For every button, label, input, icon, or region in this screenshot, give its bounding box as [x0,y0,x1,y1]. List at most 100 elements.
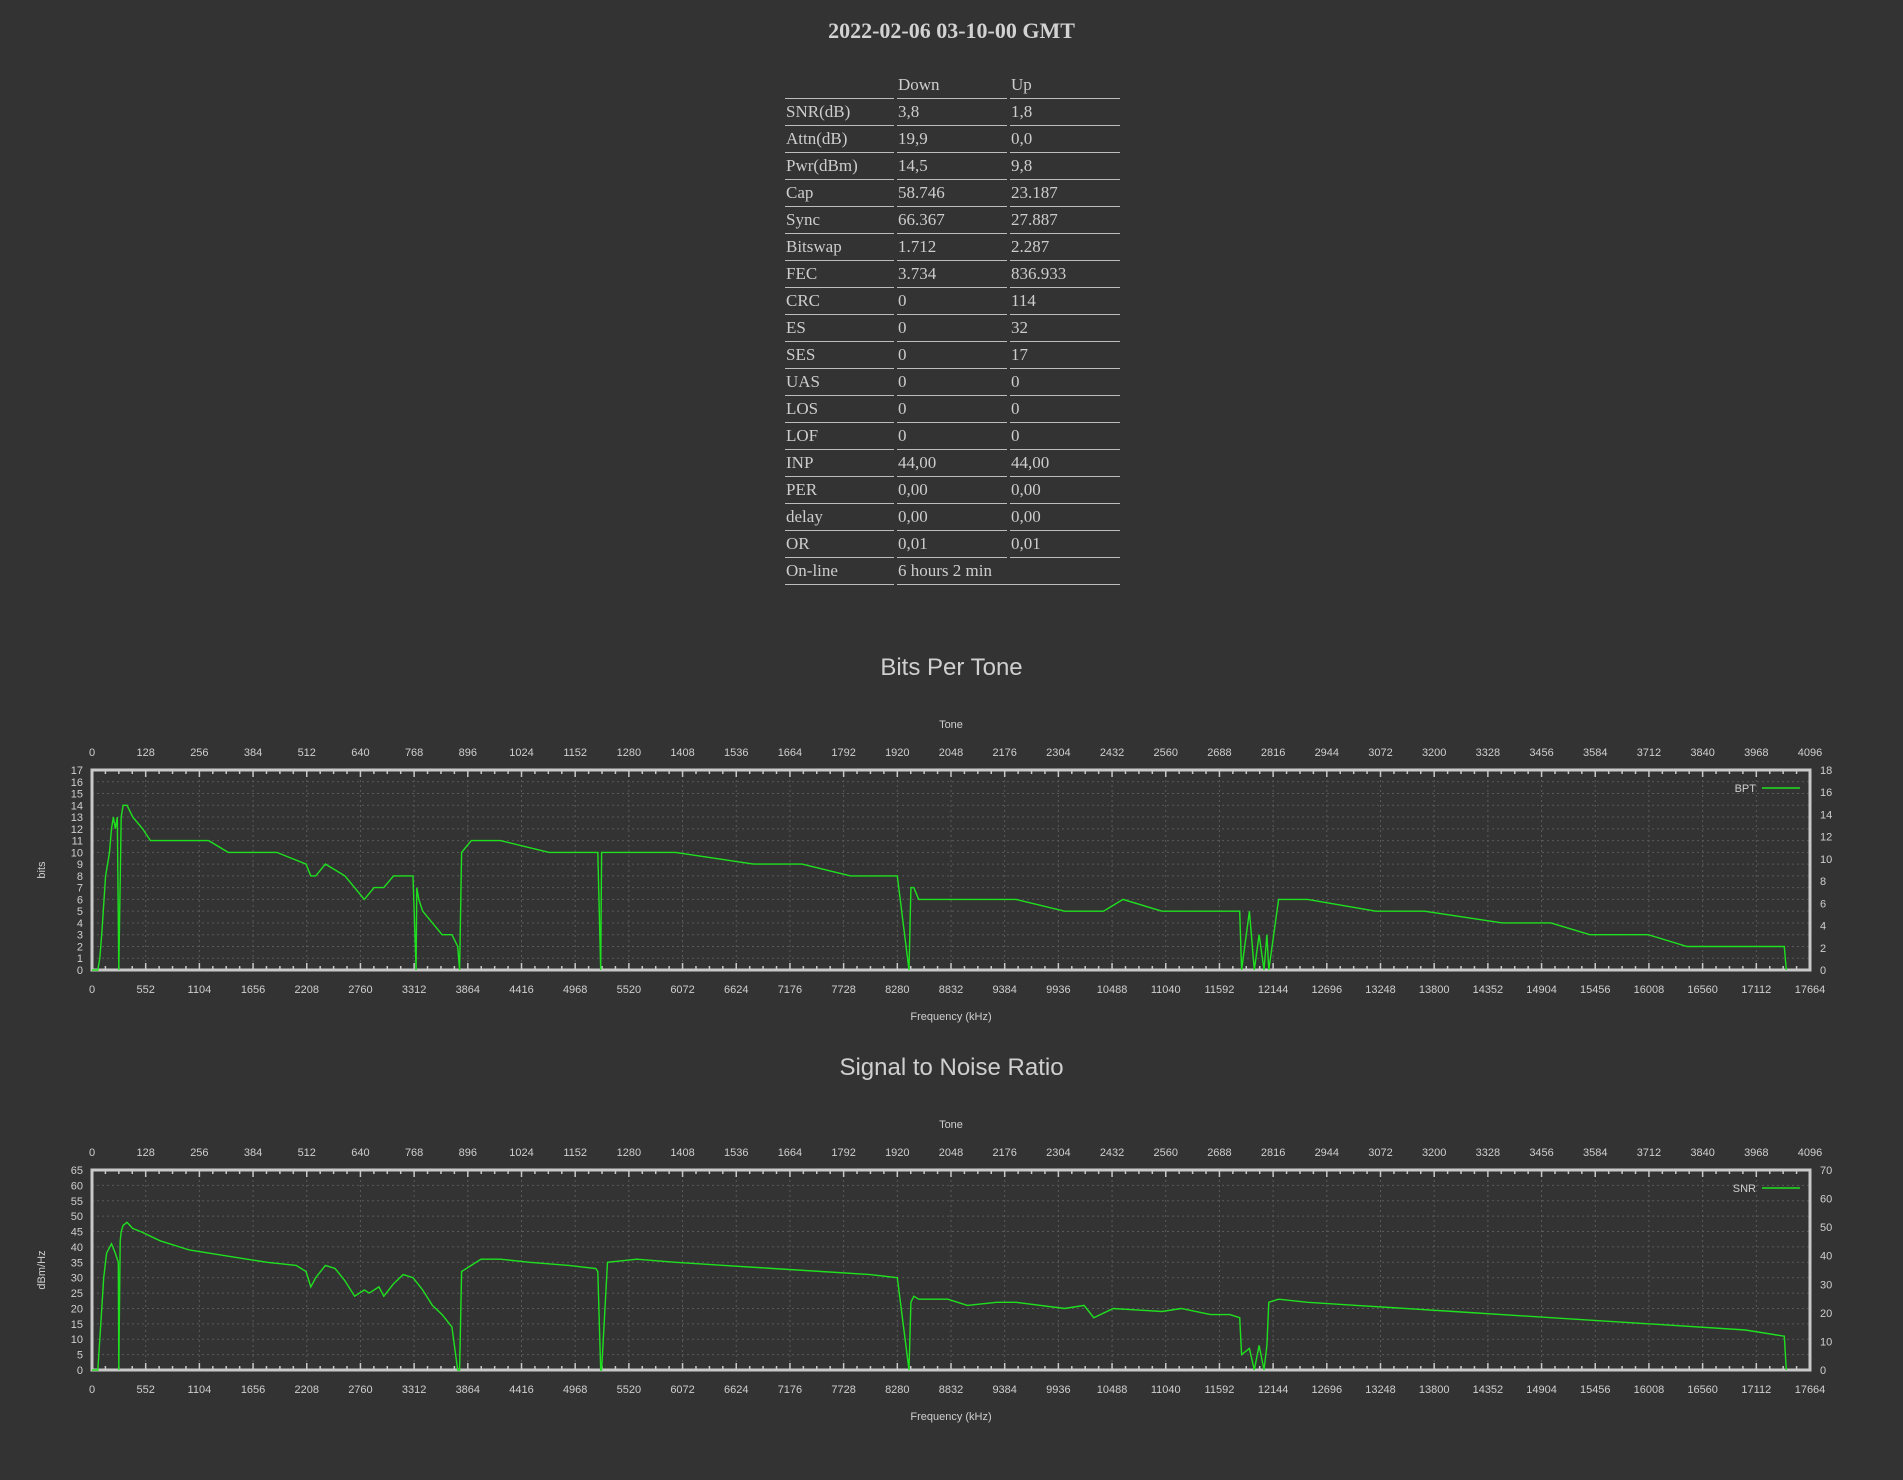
x2-tick-label: 1280 [617,747,641,759]
x2-tick-label: 3968 [1744,1147,1768,1159]
x2-tick-label: 1920 [885,1147,909,1159]
x2-axis-label: Tone [939,719,963,731]
stats-cell-up: 0,00 [1010,504,1120,531]
x2-tick-label: 896 [459,1147,477,1159]
x2-tick-label: 128 [137,747,155,759]
stats-cell-label: delay [785,504,894,531]
x2-tick-label: 512 [298,1147,316,1159]
stats-cell-up: 0,0 [1010,126,1120,153]
stats-row: LOS 0 0 [785,396,1120,423]
x-tick-label: 10488 [1097,984,1128,996]
y-tick-label: 4 [77,918,83,930]
x2-tick-label: 3712 [1637,1147,1661,1159]
x2-tick-label: 128 [137,1147,155,1159]
stats-cell-up: 0 [1010,369,1120,396]
series-line [92,804,1787,971]
y-tick-label: 60 [71,1180,83,1192]
y-tick-label: 50 [71,1211,83,1223]
x2-tick-label: 2688 [1207,1147,1231,1159]
x2-tick-label: 0 [89,747,95,759]
stats-cell-up: 836.933 [1010,261,1120,288]
stats-row: UAS 0 0 [785,369,1120,396]
y-tick-label: 14 [71,800,83,812]
x-tick-label: 4968 [563,984,587,996]
y-tick-label: 15 [71,789,83,801]
x-tick-label: 10488 [1097,1384,1128,1396]
x-tick-label: 17112 [1741,1384,1771,1396]
stats-cell-down: 1.712 [897,234,1007,261]
x2-tick-label: 384 [244,747,262,759]
y-tick-label: 13 [71,812,83,824]
x-tick-label: 4416 [509,1384,533,1396]
x-tick-label: 7176 [778,1384,802,1396]
x-tick-label: 13800 [1419,1384,1450,1396]
y2-tick-label: 6 [1820,898,1826,910]
x2-tick-label: 2816 [1261,1147,1285,1159]
y2-tick-label: 60 [1820,1194,1832,1206]
x2-tick-label: 3200 [1422,1147,1446,1159]
stats-row: Cap 58.746 23.187 [785,180,1120,207]
y2-tick-label: 8 [1820,876,1826,888]
x2-tick-label: 3200 [1422,747,1446,759]
x2-tick-label: 2560 [1154,1147,1178,1159]
stats-cell-label: INP [785,450,894,477]
y-tick-label: 10 [71,1334,83,1346]
y2-tick-label: 18 [1820,765,1832,777]
x-tick-label: 6624 [724,984,748,996]
x2-tick-label: 1664 [778,747,802,759]
y-tick-label: 16 [71,777,83,789]
stats-cell-down: 66.367 [897,207,1007,234]
x2-tick-label: 3840 [1690,747,1714,759]
x2-tick-label: 2176 [992,747,1016,759]
x2-tick-label: 3584 [1583,1147,1607,1159]
x2-tick-label: 4096 [1798,747,1822,759]
stats-cell-down: 0 [897,342,1007,369]
x-tick-label: 9384 [992,984,1016,996]
x-tick-label: 13800 [1419,984,1450,996]
x-tick-label: 11040 [1151,984,1181,996]
plot-frame [90,1168,1812,1372]
x2-tick-label: 4096 [1798,1147,1822,1159]
x-tick-label: 11592 [1205,984,1235,996]
stats-cell-label: CRC [785,288,894,315]
stats-cell-up: 27.887 [1010,207,1120,234]
x2-tick-label: 2048 [939,1147,963,1159]
x-tick-label: 11040 [1151,1384,1181,1396]
stats-cell-down: 0 [897,423,1007,450]
snr-chart: 0 552 1104 1656 2208 2760 3312 3864 4416 4968 5520… [36,1119,1832,1423]
stats-row: SES 0 17 [785,342,1120,369]
x-tick-label: 12696 [1312,984,1343,996]
x-tick-label: 4416 [509,984,533,996]
x2-tick-label: 2304 [1046,747,1070,759]
x-tick-label: 17112 [1741,984,1771,996]
stats-cell-label: ES [785,315,894,342]
y2-tick-label: 0 [1820,965,1826,977]
x2-tick-label: 1024 [509,747,533,759]
x-tick-label: 13248 [1365,984,1396,996]
y2-tick-label: 20 [1820,1308,1832,1320]
x-axis-label: Frequency (kHz) [910,1011,991,1023]
y-tick-label: 15 [71,1319,83,1331]
x2-tick-label: 384 [244,1147,262,1159]
x-tick-label: 7728 [831,984,855,996]
x2-tick-label: 896 [459,747,477,759]
stats-cell-label: Attn(dB) [785,126,894,153]
x2-tick-label: 2432 [1100,747,1124,759]
y-tick-label: 65 [71,1165,83,1177]
x-tick-label: 6072 [670,984,694,996]
x2-tick-label: 768 [405,747,423,759]
x2-tick-label: 1152 [563,747,587,759]
stats-table: Down Up SNR(dB) 3,8 1,8 Attn(dB) 19,9 0,0 Pwr(… [782,72,1123,585]
stats-row: Bitswap 1.712 2.287 [785,234,1120,261]
x-tick-label: 5520 [617,1384,641,1396]
x-tick-label: 8832 [939,984,963,996]
x2-tick-label: 1408 [670,747,694,759]
x2-tick-label: 3328 [1476,747,1500,759]
x-tick-label: 9936 [1046,1384,1070,1396]
x2-tick-label: 1024 [509,1147,533,1159]
y-tick-label: 0 [77,965,83,977]
stats-row: ES 0 32 [785,315,1120,342]
x-tick-label: 552 [137,984,155,996]
x2-tick-label: 256 [190,747,208,759]
x-tick-label: 2208 [295,1384,319,1396]
